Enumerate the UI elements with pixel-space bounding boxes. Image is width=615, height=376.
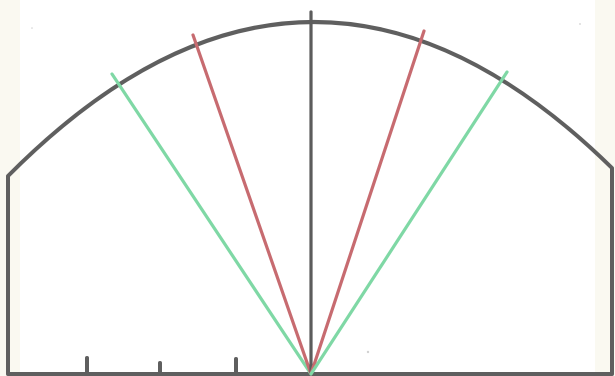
ray-green-left [110,72,313,376]
ray-green-right [309,70,509,376]
ray-red-left [191,33,313,376]
ray-red-right [309,29,426,376]
semicircle-outline [6,20,614,376]
paper-speck-3 [579,23,581,25]
paper-speck-1 [366,350,370,354]
paper-speck-2 [31,27,33,29]
